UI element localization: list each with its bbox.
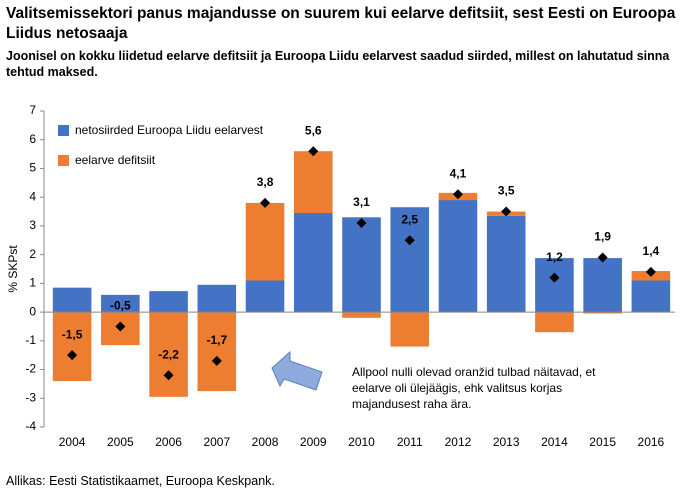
- x-tick-label: 2006: [155, 435, 182, 449]
- data-label: -1,5: [62, 327, 83, 341]
- legend-swatch: [58, 125, 69, 136]
- y-tick-label: -3: [25, 390, 36, 404]
- chart-subtitle: Joonisel on kokku liidetud eelarve defit…: [6, 49, 670, 79]
- bar-segment: [149, 312, 188, 397]
- bar-segment: [197, 312, 237, 392]
- bar-segment: [197, 284, 237, 313]
- arrow: [271, 350, 323, 391]
- total-marker: [404, 235, 415, 246]
- y-tick-label: -2: [25, 362, 36, 376]
- data-label: 3,1: [353, 195, 370, 209]
- bar-segment: [583, 312, 622, 314]
- x-tick-label: 2004: [59, 435, 86, 449]
- y-tick-label: 1: [29, 276, 36, 290]
- bar-segment: [149, 291, 188, 313]
- total-marker: [645, 266, 656, 277]
- y-tick-label: 3: [29, 218, 36, 232]
- bar-segment: [390, 312, 430, 347]
- bar-segment: [342, 217, 381, 313]
- total-marker: [597, 252, 608, 263]
- y-tick-label: -4: [25, 419, 36, 433]
- bar-segment: [101, 294, 140, 313]
- total-marker: [452, 189, 463, 200]
- y-tick-label: 6: [29, 132, 36, 146]
- bar-segment: [631, 280, 671, 313]
- data-label: 1,4: [643, 244, 660, 258]
- y-tick-label: 7: [29, 103, 36, 117]
- data-label: -2,2: [158, 347, 179, 361]
- total-marker: [549, 272, 560, 283]
- bar-segment: [390, 207, 430, 313]
- bar-segment: [438, 200, 478, 313]
- total-marker: [356, 218, 367, 229]
- y-tick-label: 0: [29, 304, 36, 318]
- y-axis-label: % SKPst: [6, 245, 20, 293]
- bar-segment: [245, 202, 285, 281]
- total-marker: [211, 355, 222, 366]
- legend-label: eelarve defitsiit: [75, 153, 156, 167]
- x-tick-label: 2013: [493, 435, 520, 449]
- x-tick-label: 2007: [203, 435, 230, 449]
- bar-segment: [293, 212, 333, 313]
- data-label: 2,5: [401, 212, 418, 226]
- x-tick-label: 2009: [300, 435, 327, 449]
- x-tick-label: 2016: [638, 435, 665, 449]
- data-label: 3,5: [498, 184, 515, 198]
- bar-segment: [342, 312, 381, 318]
- data-label: 4,1: [450, 166, 467, 180]
- total-marker: [163, 370, 174, 381]
- bar-segment: [486, 215, 526, 313]
- y-tick-label: 4: [29, 189, 36, 203]
- total-marker: [67, 350, 78, 361]
- y-tick-label: 2: [29, 247, 36, 261]
- total-marker: [260, 197, 271, 208]
- total-marker: [308, 146, 319, 157]
- annotation: Allpool nulli olevad oranžid tulbad näit…: [352, 365, 596, 411]
- x-tick-label: 2005: [107, 435, 134, 449]
- bar-segment: [535, 258, 574, 313]
- bar-segment: [535, 312, 574, 333]
- bar-segment: [245, 280, 285, 313]
- total-marker: [501, 206, 512, 217]
- bar-segment: [52, 287, 92, 313]
- y-tick-label: -1: [25, 333, 36, 347]
- data-label: 1,9: [594, 230, 611, 244]
- data-label: -0,5: [110, 299, 131, 313]
- x-tick-label: 2011: [397, 435, 423, 449]
- bar-segment: [52, 312, 92, 382]
- total-marker: [115, 321, 126, 332]
- x-tick-label: 2012: [445, 435, 472, 449]
- data-label: 5,6: [305, 123, 322, 137]
- bar-segment: [583, 258, 622, 313]
- data-label: -1,7: [206, 333, 227, 347]
- data-label: 3,8: [257, 175, 274, 189]
- chart-title: Valitsemissektori panus majandusse on su…: [6, 5, 676, 42]
- x-tick-label: 2010: [348, 435, 375, 449]
- legend-label: netosiirded Euroopa Liidu eelarvest: [75, 123, 264, 137]
- data-label: 1,2: [546, 250, 563, 264]
- x-tick-label: 2015: [589, 435, 616, 449]
- x-tick-label: 2014: [541, 435, 568, 449]
- y-tick-label: 5: [29, 161, 36, 175]
- legend-swatch: [58, 155, 69, 166]
- source: Allikas: Eesti Statistikaamet, Euroopa K…: [6, 474, 275, 488]
- x-tick-label: 2008: [252, 435, 279, 449]
- bar-segment: [293, 151, 333, 213]
